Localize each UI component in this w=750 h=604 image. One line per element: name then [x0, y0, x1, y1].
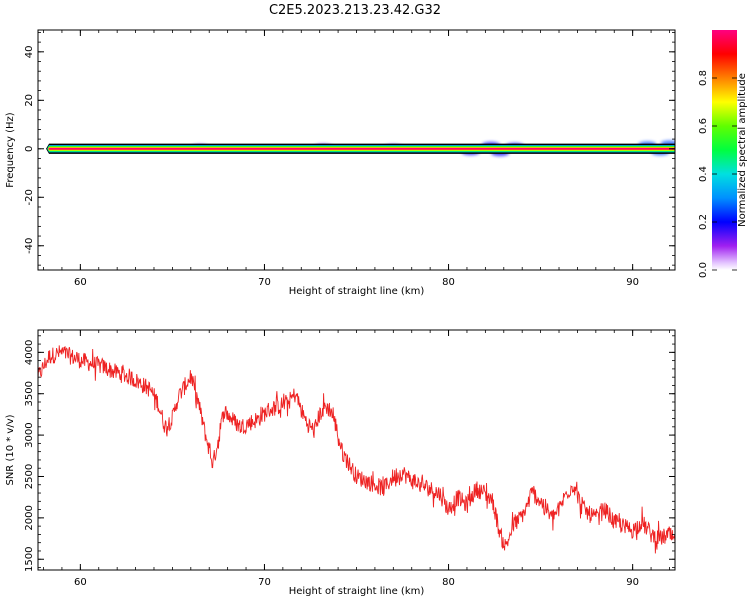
spectrogram-x-axis-label: Height of straight line (km)	[289, 286, 425, 297]
snr-y-tick-label: 3500	[24, 381, 35, 406]
snr-y-tick-label: 3000	[24, 422, 35, 447]
spectrogram-y-tick-label: 40	[24, 45, 35, 58]
spectrogram-axes: 60 70 80 90 -40 -20 0 20 40	[24, 30, 675, 288]
colorbar-gradient	[712, 30, 737, 270]
snr-y-tick-label: 4000	[24, 340, 35, 365]
snr-x-tick-label: 90	[626, 577, 639, 588]
colorbar-tick-label: 0.4	[698, 166, 709, 182]
colorbar-tick-label: 0.2	[698, 214, 709, 230]
spectrogram-x-tick-label: 90	[626, 277, 639, 288]
spectrogram-y-tick-label: 20	[24, 94, 35, 107]
colorbar-label: Normalized spectral amplitude	[737, 73, 748, 227]
snr-y-axis-label: SNR (10 * v/v)	[5, 414, 16, 485]
snr-x-tick-label: 60	[74, 577, 87, 588]
snr-y-tick-label: 2000	[24, 505, 35, 530]
colorbar-tick-label: 0.8	[698, 70, 709, 86]
spectrogram-y-tick-label: -40	[24, 238, 35, 254]
snr-x-tick-label: 70	[258, 577, 271, 588]
snr-axes: 60 70 80 90 1500 2000 2500 3000 3500 4000	[24, 330, 675, 588]
spectrogram-content	[46, 140, 675, 157]
snr-content	[38, 345, 675, 554]
colorbar-ticks: 0.0 0.2 0.4 0.6 0.8	[698, 70, 737, 278]
colorbar: 0.0 0.2 0.4 0.6 0.8 Normalized spectral ampl…	[698, 30, 748, 278]
spectrum-band-layer	[48, 148, 675, 150]
snr-x-tick-label: 80	[442, 577, 455, 588]
snr-x-axis-label: Height of straight line (km)	[289, 586, 425, 597]
spectrogram-panel: 60 70 80 90 -40 -20 0 20 40 Height of straight l…	[5, 29, 676, 297]
spectrogram-x-tick-label: 60	[74, 277, 87, 288]
snr-y-tick-label: 1500	[24, 547, 35, 572]
colorbar-tick-label: 0.0	[698, 262, 709, 278]
colorbar-tick-label: 0.6	[698, 118, 709, 134]
spectrogram-x-tick-label: 70	[258, 277, 271, 288]
snr-y-tick-label: 2500	[24, 464, 35, 489]
snr-frame	[37, 329, 676, 571]
spectrogram-y-tick-label: -20	[24, 189, 35, 205]
figure-title: C2E5.2023.213.23.42.G32	[269, 3, 441, 18]
spectrogram-y-tick-label: 0	[24, 146, 35, 152]
snr-series-line	[38, 345, 675, 554]
spectrogram-x-tick-label: 80	[442, 277, 455, 288]
spectrogram-y-axis-label: Frequency (Hz)	[5, 112, 16, 188]
snr-panel: 60 70 80 90 1500 2000 2500 3000 3500 4000 Height …	[5, 329, 676, 597]
